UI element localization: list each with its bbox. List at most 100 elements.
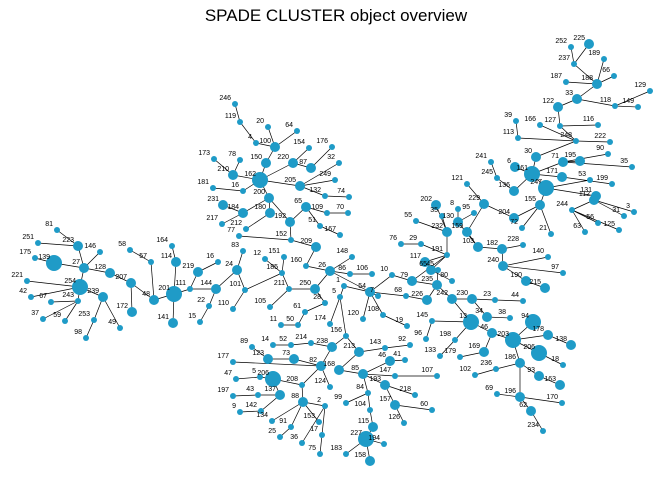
cluster-node-25 (277, 434, 283, 440)
node-label-151: 151 (268, 248, 280, 255)
cluster-node-119 (237, 119, 243, 125)
cluster-node-103 (473, 242, 483, 252)
node-label-101: 101 (229, 281, 241, 288)
tree-edge (593, 199, 635, 213)
cluster-node-183 (343, 451, 349, 457)
node-label-56: 56 (586, 214, 594, 221)
cluster-node-31 (621, 213, 627, 219)
node-label-100: 100 (259, 138, 271, 145)
node-label-167: 167 (324, 226, 336, 233)
node-label-173: 173 (198, 150, 210, 157)
cluster-node-226 (422, 295, 432, 305)
cluster-node-213 (354, 347, 364, 357)
tree-edge (502, 256, 549, 267)
cluster-node-70 (345, 210, 351, 216)
tree-edge (85, 319, 95, 339)
node-label-7: 7 (370, 287, 374, 294)
cluster-node-231 (218, 200, 228, 210)
node-label-250: 250 (299, 280, 311, 287)
tree-edge (239, 121, 257, 144)
node-label-190: 190 (510, 272, 522, 279)
cluster-node-29 (418, 241, 424, 247)
cluster-node-248 (573, 138, 579, 144)
node-label-185: 185 (266, 264, 278, 271)
node-layer (24, 39, 653, 466)
tree-edge (439, 339, 456, 357)
node-label-236: 236 (480, 360, 492, 367)
node-label-32: 32 (327, 154, 335, 161)
cluster-node-173 (211, 156, 217, 162)
node-label-102: 102 (459, 366, 471, 373)
node-label-77: 77 (227, 227, 235, 234)
node-label-117: 117 (410, 253, 421, 260)
node-label-61: 61 (293, 303, 301, 310)
cluster-node-21 (548, 231, 554, 237)
node-label-239: 239 (87, 288, 99, 295)
node-label-42: 42 (19, 288, 27, 295)
cluster-node-249 (332, 177, 338, 183)
cluster-node-208 (299, 382, 305, 388)
cluster-node-74 (346, 194, 352, 200)
cluster-node-96 (423, 336, 429, 342)
cluster-node-237 (571, 61, 577, 67)
node-label-142: 142 (245, 402, 257, 409)
cluster-node-124 (327, 384, 333, 390)
cluster-node-138 (566, 340, 576, 350)
cluster-node-251 (35, 240, 41, 246)
tree-edge (539, 124, 577, 142)
cluster-node-241 (488, 159, 494, 165)
cluster-node-98 (83, 335, 89, 341)
tree-edge (571, 209, 586, 233)
cluster-node-211 (286, 286, 292, 292)
node-label-79: 79 (400, 272, 408, 279)
node-label-97: 97 (551, 264, 559, 271)
tree-edge (290, 342, 312, 346)
node-label-26: 26 (318, 262, 326, 269)
tree-edge (26, 280, 81, 288)
cluster-node-35 (629, 164, 635, 170)
node-label-152: 152 (275, 231, 287, 238)
cluster-node-204 (509, 213, 519, 223)
node-label-60: 60 (420, 401, 428, 408)
cluster-node-194 (381, 441, 387, 447)
cluster-node-240 (498, 261, 508, 271)
cluster-node-214 (308, 340, 314, 346)
tree-edge (571, 209, 620, 231)
node-label-33: 33 (565, 90, 573, 97)
cluster-node-105 (267, 304, 273, 310)
cluster-node-8 (455, 206, 461, 212)
cluster-node-68 (403, 293, 409, 299)
cluster-node-48 (149, 295, 159, 305)
node-label-231: 231 (207, 196, 219, 203)
node-label-150: 150 (250, 154, 262, 161)
tree-edge (562, 153, 609, 163)
node-label-2: 2 (317, 397, 321, 404)
tree-edge (50, 300, 79, 303)
node-label-119: 119 (225, 113, 236, 120)
node-label-187: 187 (550, 73, 562, 80)
node-label-132: 132 (309, 187, 321, 194)
cluster-node-20 (265, 124, 271, 130)
cluster-node-41 (402, 357, 408, 363)
node-label-206: 206 (523, 344, 535, 351)
node-label-70: 70 (336, 204, 344, 211)
node-label-62: 62 (519, 402, 527, 409)
node-label-139: 139 (38, 254, 50, 261)
tree-edge (614, 105, 639, 108)
tree-edge (466, 203, 485, 233)
node-label-158: 158 (354, 452, 366, 459)
node-label-58: 58 (118, 241, 126, 248)
node-label-130: 130 (442, 213, 454, 220)
cluster-node-71 (558, 157, 568, 167)
node-label-99: 99 (334, 394, 342, 401)
node-label-251: 251 (22, 234, 34, 241)
node-label-246: 246 (219, 95, 231, 102)
node-label-212: 212 (230, 220, 242, 227)
node-label-141: 141 (157, 314, 169, 321)
node-label-20: 20 (256, 118, 264, 125)
tree-edge (238, 235, 292, 241)
node-label-25: 25 (268, 428, 276, 435)
cluster-node-139 (46, 255, 62, 271)
cluster-node-5 (257, 374, 263, 380)
cluster-node-157 (390, 400, 400, 410)
